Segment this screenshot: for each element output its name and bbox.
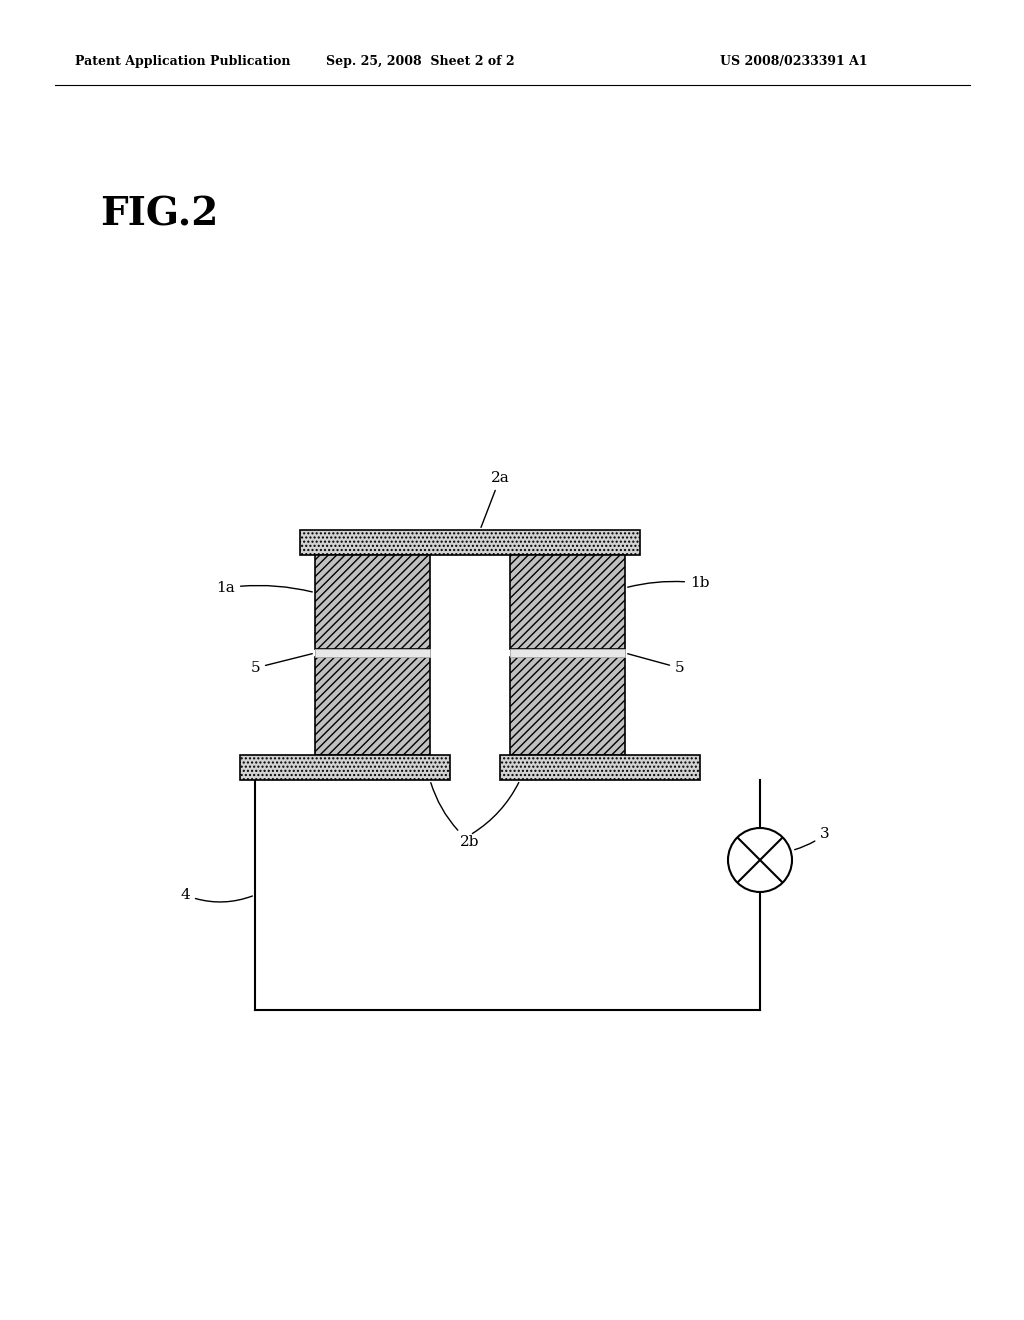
Text: 2b: 2b: [431, 783, 480, 849]
Bar: [300, 531, 640, 554]
Bar: [510, 657, 625, 755]
Bar: [510, 554, 625, 649]
Text: 3: 3: [795, 828, 829, 850]
Text: 1a: 1a: [216, 581, 312, 595]
Text: 4: 4: [180, 888, 252, 902]
Bar: [240, 755, 450, 780]
Bar: [500, 755, 700, 780]
Text: Patent Application Publication: Patent Application Publication: [75, 55, 291, 69]
Text: FIG.2: FIG.2: [100, 195, 218, 234]
Text: US 2008/0233391 A1: US 2008/0233391 A1: [720, 55, 867, 69]
Text: 1b: 1b: [628, 577, 710, 590]
Text: 5: 5: [628, 653, 685, 675]
Text: Sep. 25, 2008  Sheet 2 of 2: Sep. 25, 2008 Sheet 2 of 2: [326, 55, 514, 69]
Bar: [510, 649, 625, 657]
Bar: [315, 649, 430, 657]
Text: 5: 5: [251, 653, 312, 675]
Bar: [315, 554, 430, 649]
Text: 2a: 2a: [481, 471, 509, 528]
Bar: [315, 657, 430, 755]
